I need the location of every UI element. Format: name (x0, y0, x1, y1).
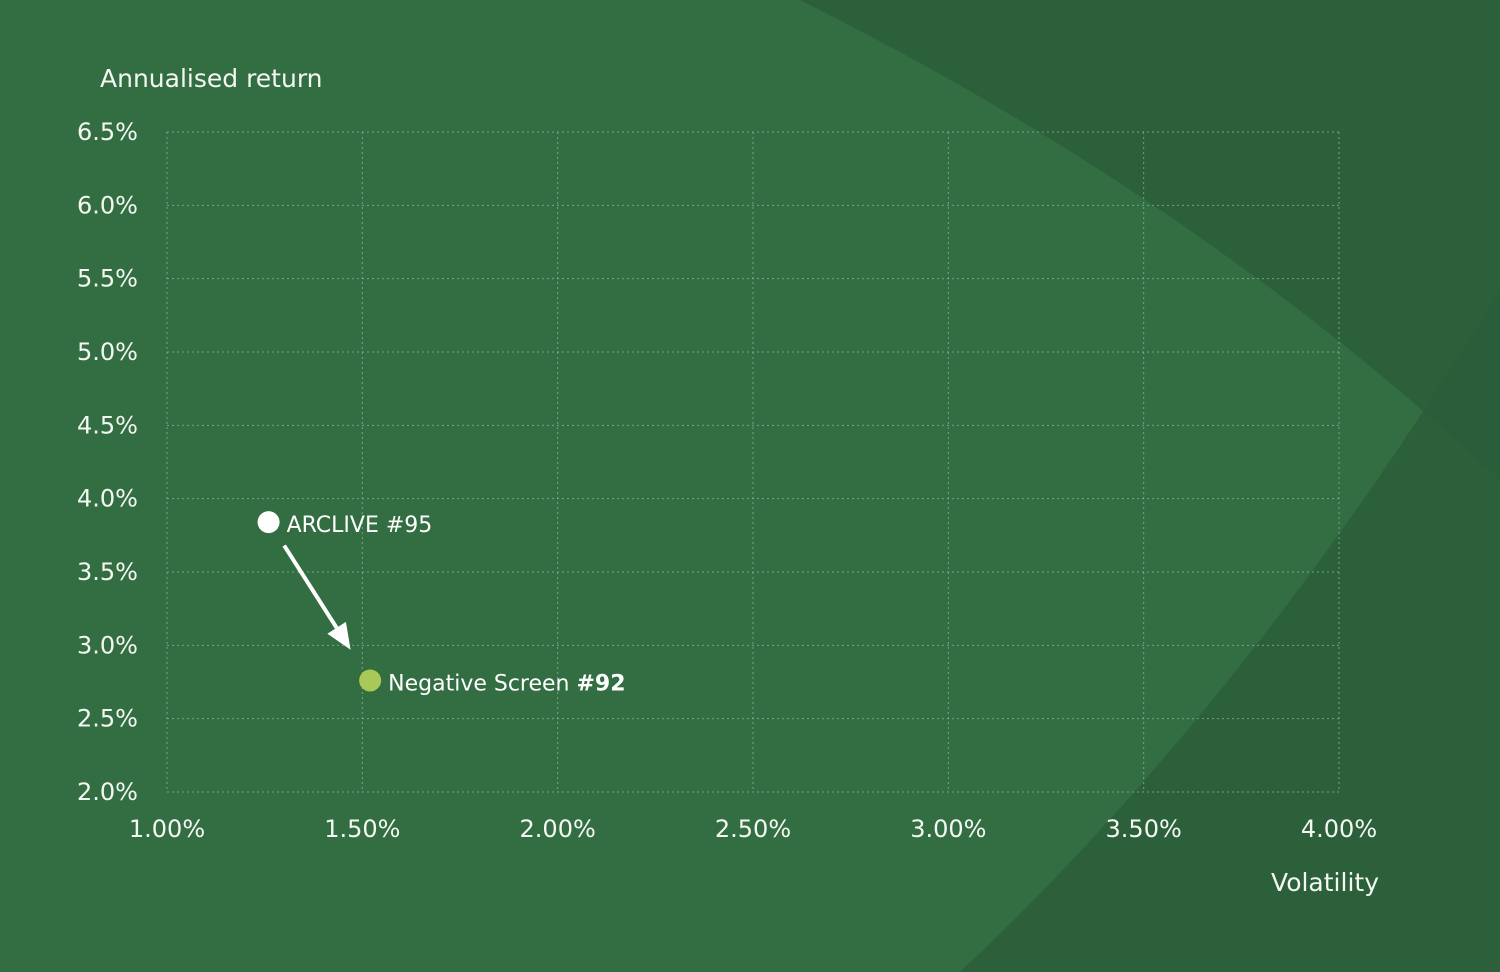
y-tick-label: 6.5% (77, 118, 138, 146)
x-tick-label: 3.00% (910, 815, 986, 843)
x-tick-label: 2.50% (715, 815, 791, 843)
x-tick-label: 2.00% (520, 815, 596, 843)
background-shape-top (800, 0, 1500, 480)
y-tick-label: 5.0% (77, 338, 138, 366)
arrow-shaft (282, 544, 339, 629)
y-axis-ticks: 2.0% 2.5% 3.0% 3.5% 4.0% 4.5% 5.0% 5.5% 6.0% 6.5% (77, 118, 138, 806)
x-tick-label: 4.00% (1301, 815, 1377, 843)
data-point-label-main: ARCLIVE #95 (287, 513, 433, 538)
data-point-label-main: Negative Screen (388, 672, 576, 697)
annotation-arrow (282, 544, 351, 650)
y-tick-label: 5.5% (77, 265, 138, 293)
background-shape-bottom (960, 290, 1500, 972)
y-tick-label: 2.0% (77, 778, 138, 806)
x-axis-ticks: 1.00% 1.50% 2.00% 2.50% 3.00% 3.50% 4.00% (129, 815, 1377, 843)
y-axis-title: Annualised return (100, 64, 323, 93)
x-axis-title: Volatility (1271, 868, 1379, 897)
y-tick-label: 4.5% (77, 411, 138, 439)
y-tick-label: 2.5% (77, 705, 138, 733)
grid (166, 131, 1340, 793)
data-point-label-1: Negative Screen #92 (388, 672, 625, 697)
x-tick-label: 1.50% (324, 815, 400, 843)
data-point-1 (359, 669, 382, 692)
data-point-label-rank: #92 (577, 672, 626, 697)
y-tick-label: 3.5% (77, 558, 138, 586)
y-tick-label: 6.0% (77, 191, 138, 219)
y-tick-label: 3.0% (77, 631, 138, 659)
data-point-label-0: ARCLIVE #95 (287, 513, 433, 538)
background-decoration (800, 0, 1500, 972)
x-tick-label: 1.00% (129, 815, 205, 843)
y-tick-label: 4.0% (77, 485, 138, 513)
data-point-0 (257, 511, 280, 534)
arrow-head (327, 621, 351, 650)
x-tick-label: 3.50% (1106, 815, 1182, 843)
data-points: ARCLIVE #95 Negative Screen #92 (257, 511, 626, 697)
